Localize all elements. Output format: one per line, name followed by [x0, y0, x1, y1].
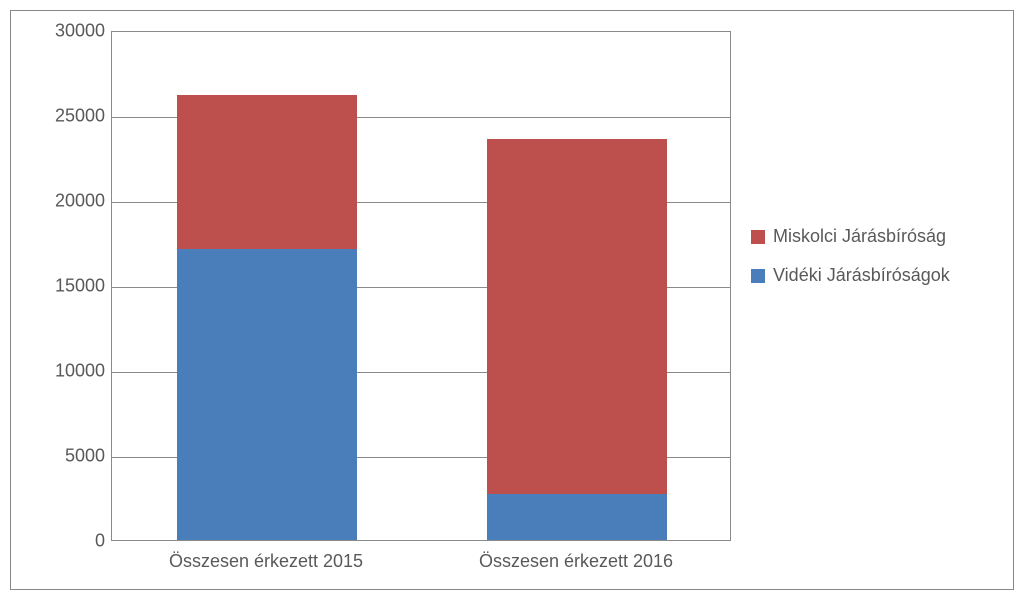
y-tick-label: 5000 — [25, 446, 105, 467]
chart-container: Miskolci Járásbíróság Vidéki Járásbíróság… — [10, 10, 1014, 590]
y-tick-label: 10000 — [25, 361, 105, 382]
legend: Miskolci Járásbíróság Vidéki Járásbíróság… — [751, 226, 950, 304]
bar-group — [487, 30, 667, 540]
bar-segment — [487, 139, 667, 494]
y-tick-label: 25000 — [25, 106, 105, 127]
legend-item: Miskolci Járásbíróság — [751, 226, 950, 247]
legend-swatch — [751, 230, 765, 244]
bar-group — [177, 30, 357, 540]
legend-swatch — [751, 269, 765, 283]
y-tick-label: 20000 — [25, 191, 105, 212]
legend-label: Miskolci Járásbíróság — [773, 226, 946, 247]
y-tick-label: 15000 — [25, 276, 105, 297]
y-tick-label: 30000 — [25, 21, 105, 42]
bar-segment — [177, 249, 357, 540]
bar-segment — [487, 494, 667, 540]
plot-area — [111, 31, 731, 541]
bar-segment — [177, 95, 357, 250]
x-tick-label: Összesen érkezett 2016 — [479, 551, 673, 572]
legend-item: Vidéki Járásbíróságok — [751, 265, 950, 286]
legend-label: Vidéki Járásbíróságok — [773, 265, 950, 286]
x-tick-label: Összesen érkezett 2015 — [169, 551, 363, 572]
y-tick-label: 0 — [25, 531, 105, 552]
